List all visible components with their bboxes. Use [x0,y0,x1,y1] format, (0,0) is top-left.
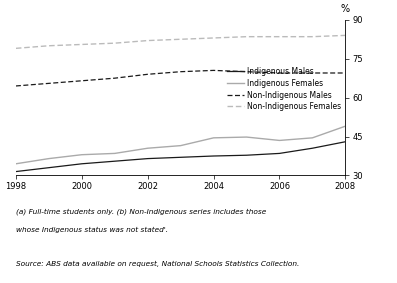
Text: whose Indigenous status was not stated'.: whose Indigenous status was not stated'. [16,227,168,233]
Non-Indigenous Males [79,79,84,82]
Indigenous Males [46,166,51,169]
Indigenous Females [13,162,18,166]
Non-Indigenous Females [112,42,117,45]
Indigenous Males [13,170,18,173]
Indigenous Males [211,154,216,158]
Indigenous Males [310,147,315,150]
Indigenous Males [112,160,117,163]
Non-Indigenous Females [343,34,348,37]
Line: Non-Indigenous Males: Non-Indigenous Males [16,70,345,86]
Text: Source: ABS data available on request, National Schools Statistics Collection.: Source: ABS data available on request, N… [16,261,299,267]
Non-Indigenous Females [145,39,150,42]
Line: Non-Indigenous Females: Non-Indigenous Females [16,35,345,48]
Non-Indigenous Females [79,43,84,46]
Indigenous Males [178,156,183,159]
Text: (a) Full-time students only. (b) Non-Indigenous series includes those: (a) Full-time students only. (b) Non-Ind… [16,209,266,215]
Indigenous Females [46,157,51,160]
Non-Indigenous Males [244,70,249,73]
Text: %: % [341,4,350,14]
Indigenous Females [112,152,117,155]
Non-Indigenous Females [277,35,282,38]
Non-Indigenous Females [211,36,216,40]
Indigenous Females [310,136,315,140]
Indigenous Females [277,139,282,142]
Non-Indigenous Females [46,44,51,48]
Non-Indigenous Males [112,76,117,80]
Indigenous Males [145,157,150,160]
Indigenous Females [145,147,150,150]
Indigenous Males [277,152,282,155]
Non-Indigenous Males [343,71,348,75]
Indigenous Females [343,125,348,128]
Non-Indigenous Males [277,71,282,75]
Indigenous Males [244,153,249,157]
Non-Indigenous Females [310,35,315,38]
Non-Indigenous Males [178,70,183,73]
Non-Indigenous Females [13,47,18,50]
Non-Indigenous Males [13,84,18,88]
Indigenous Males [343,140,348,143]
Non-Indigenous Males [145,73,150,76]
Indigenous Females [244,135,249,139]
Indigenous Females [79,153,84,156]
Non-Indigenous Females [178,38,183,41]
Indigenous Females [211,136,216,140]
Line: Indigenous Males: Indigenous Males [16,142,345,171]
Non-Indigenous Males [310,71,315,75]
Legend: Indigenous Males, Indigenous Females, Non-Indigenous Males, Non-Indigenous Femal: Indigenous Males, Indigenous Females, No… [227,67,341,111]
Non-Indigenous Males [46,82,51,85]
Line: Indigenous Females: Indigenous Females [16,126,345,164]
Indigenous Males [79,162,84,166]
Indigenous Females [178,144,183,147]
Non-Indigenous Females [244,35,249,38]
Non-Indigenous Males [211,69,216,72]
